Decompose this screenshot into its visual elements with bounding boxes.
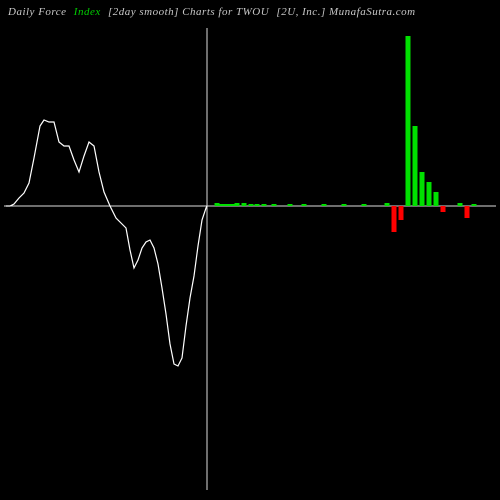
title-source: [2U, Inc.] MunafaSutra.com [276, 6, 415, 18]
title-index: Index [74, 6, 101, 18]
chart-svg [4, 28, 496, 490]
force-index-chart [4, 28, 496, 490]
title-indicator: Daily Force [8, 6, 67, 18]
title-smooth: [2day smooth] Charts for TWOU [108, 6, 269, 18]
chart-title: Daily Force Index [2day smooth] Charts f… [8, 6, 492, 18]
